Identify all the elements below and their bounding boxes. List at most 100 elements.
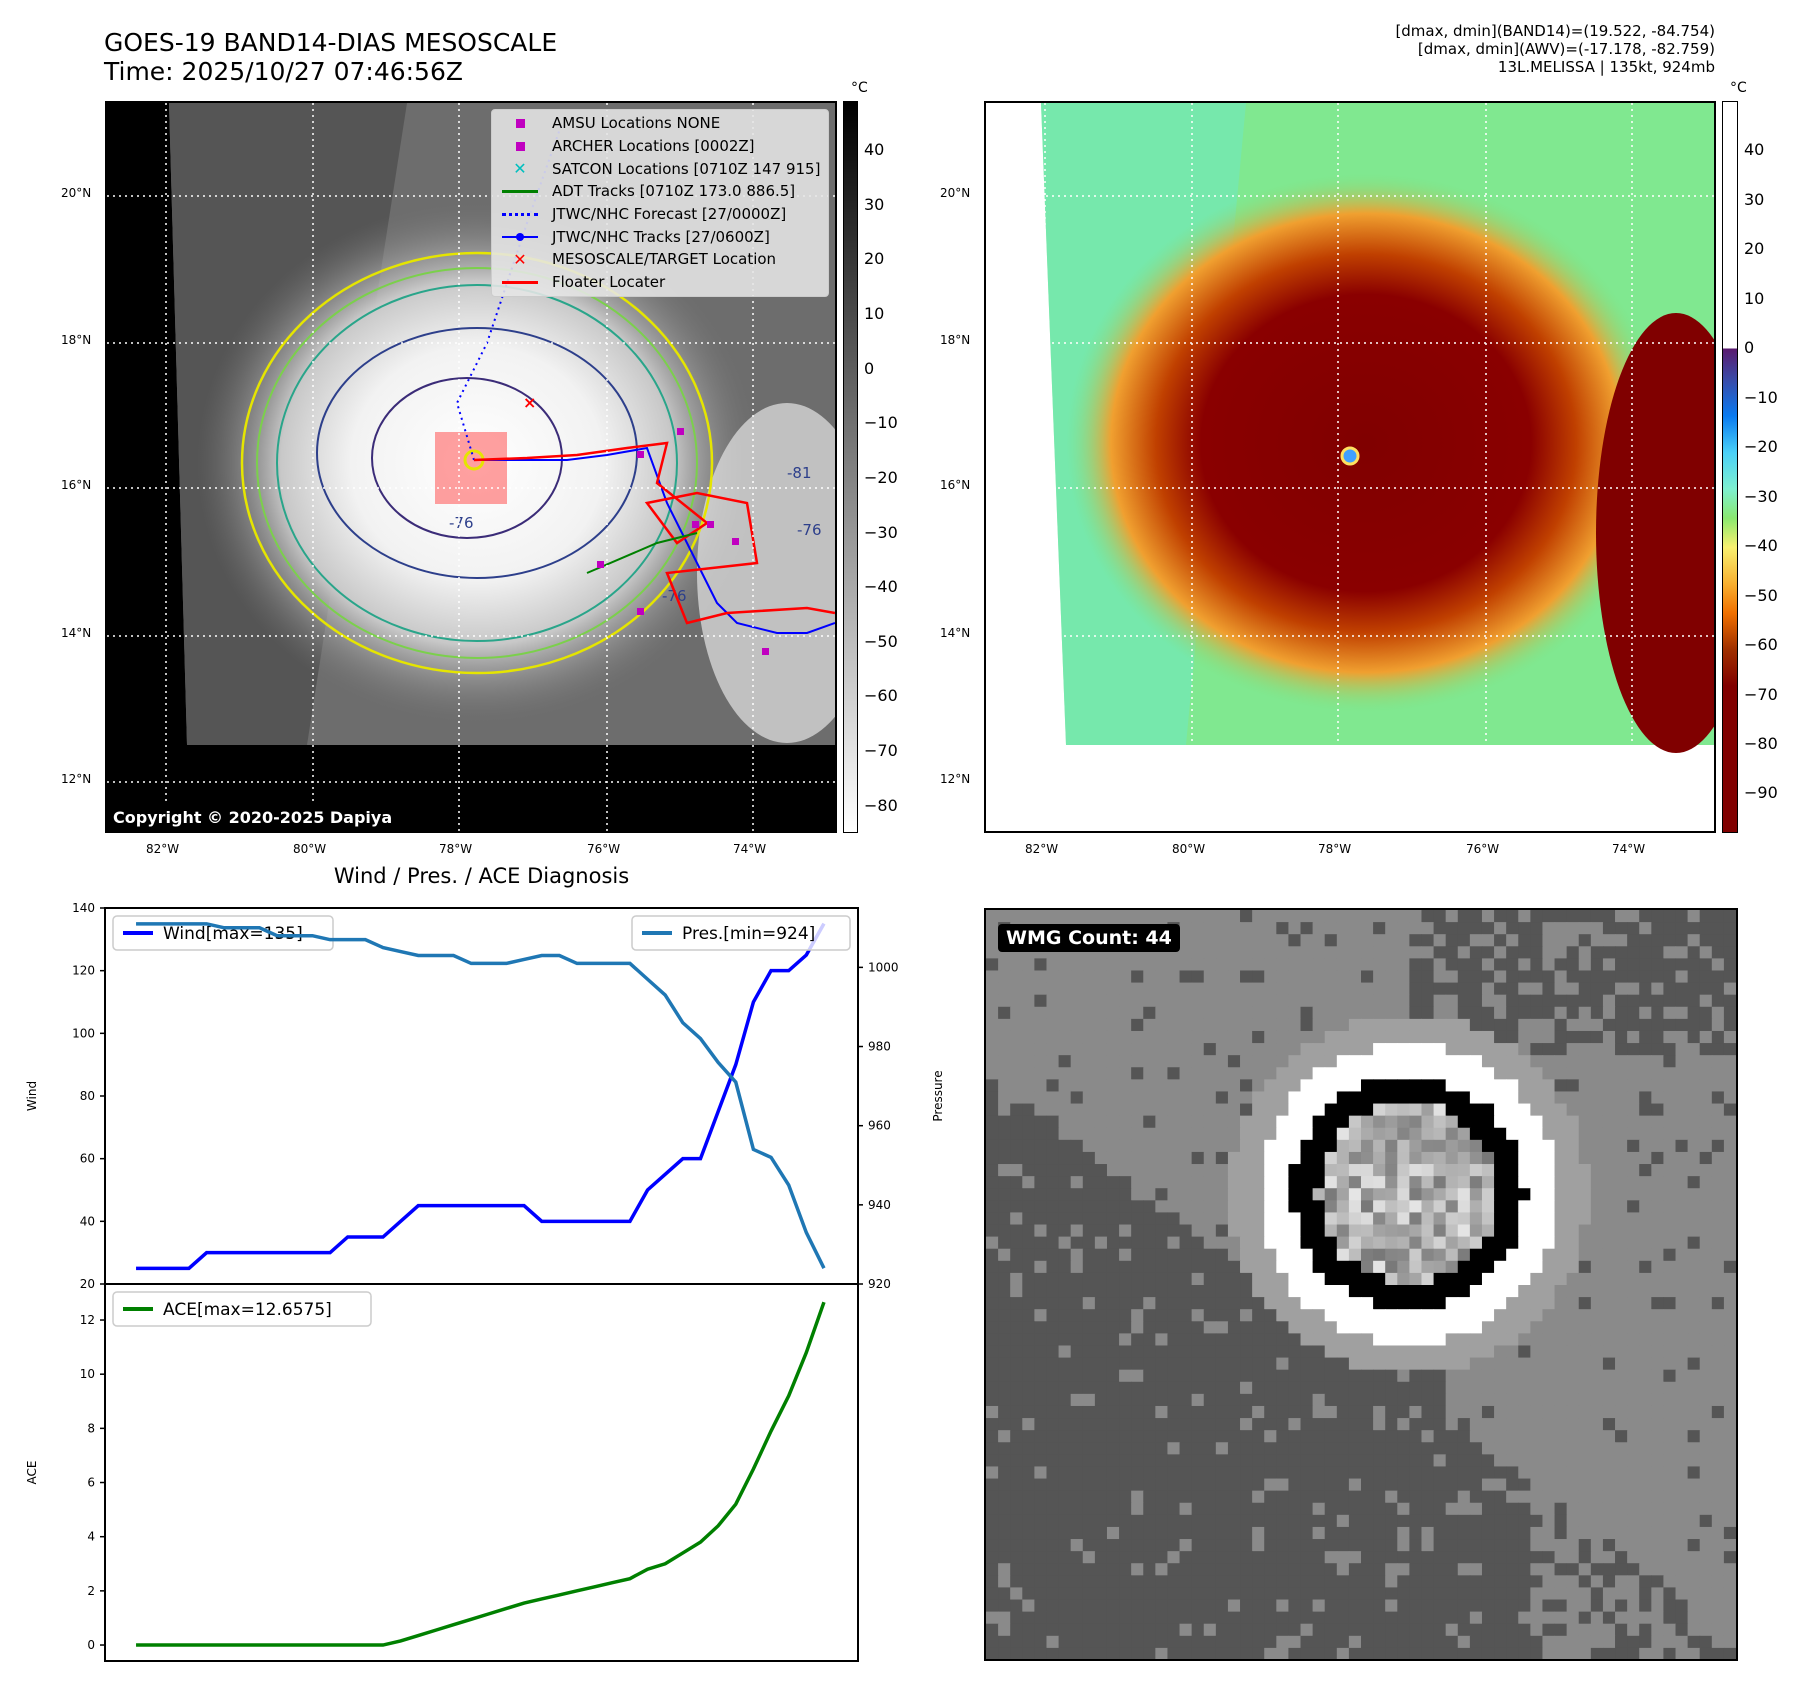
colorbar-tick-label: −20 [1744,437,1778,457]
colorbar-tick-label: −20 [864,467,898,487]
colorbar-tick-label: −50 [1744,585,1778,605]
legend-item: JTWC/NHC Tracks [27/0600Z] [492,225,828,248]
colorbar-tick-label: −60 [1744,635,1778,655]
lat-tick-label: 12°N [940,772,971,786]
legend-item: ✕ SATCON Locations [0710Z 147 915] [492,157,828,180]
colorbar-tick-label: 0 [864,358,875,378]
colorbar-tick-label: −30 [864,522,898,542]
lon-tick-label: 74°W [1612,842,1646,856]
gray-colorbar-unit: °C [851,80,868,96]
y-tick-label: 20 [80,1277,95,1291]
y2-tick-label: 960 [868,1119,891,1133]
ir-gray-map: -76 -81 -76 -76 × AMSU Locations NONE ARC… [105,101,837,833]
figure-title: GOES-19 BAND14-DIAS MESOSCALE [104,28,558,57]
legend-label: Wind[max=135] [163,924,303,944]
y2-tick-label: 920 [868,1277,891,1291]
chart-title: Wind / Pres. / ACE Diagnosis [333,864,630,888]
y-tick-label: 0 [87,1638,95,1652]
gray-colorbar [843,101,858,833]
y-tick-label: 2 [87,1584,95,1598]
colorbar-tick-label: 20 [864,249,885,269]
y-tick-label: 10 [80,1367,95,1381]
lon-tick-label: 82°W [1025,842,1059,856]
copyright-text: Copyright © 2020-2025 Dapiya [107,804,399,831]
colorbar-tick-label: −70 [864,741,898,761]
colorbar-tick-label: −40 [864,577,898,597]
info-block: [dmax, dmin](BAND14)=(19.522, -84.754) [… [1015,22,1715,76]
series-line-left [136,922,826,1271]
colorbar-tick-label: 40 [864,140,885,160]
target-marker: × [523,393,536,412]
colorbar-tick-label: 30 [1744,189,1765,209]
y-tick-label: 60 [80,1152,95,1166]
y-tick-label: 100 [72,1026,95,1040]
adt-track [586,532,698,574]
lon-tick-label: 78°W [1318,842,1352,856]
info-storm: 13L.MELISSA | 135kt, 924mb [1497,58,1715,76]
lon-tick-label: 80°W [1172,842,1206,856]
legend-label: MESOSCALE/TARGET Location [552,250,777,269]
diagnosis-chart: 20406080100120140Wind9209409609801000Pre… [25,901,945,1662]
color-colorbar [1722,101,1738,833]
legend-item: Floater Locater [492,271,828,294]
wmg-image [986,910,1736,1659]
legend-box [631,915,851,951]
legend-label: ACE[max=12.6575] [163,1300,332,1320]
y-tick-label: 6 [87,1476,95,1490]
colorbar-tick-label: −30 [1744,486,1778,506]
legend-label: ARCHER Locations [0002Z] [552,137,755,156]
colorbar-tick-label: −50 [864,631,898,651]
wmg-count-badge: WMG Count: 44 [998,924,1180,952]
plot-frame [104,1283,859,1662]
legend-label: JTWC/NHC Forecast [27/0000Z] [552,205,787,224]
y-tick-label: 140 [72,901,95,915]
lat-tick-label: 12°N [61,772,92,786]
colorbar-tick-label: −40 [1744,536,1778,556]
legend-box [112,1291,372,1327]
colorbar-tick-label: 0 [1744,338,1755,358]
lat-tick-label: 14°N [940,626,971,640]
y-tick-label: 8 [87,1421,95,1435]
y-tick-label: 80 [80,1089,95,1103]
legend-symbol-icon [500,141,540,151]
legend-item: ✕ MESOSCALE/TARGET Location [492,248,828,271]
lat-tick-label: 18°N [940,333,971,347]
y-tick-label: 120 [72,964,95,978]
lat-tick-label: 20°N [61,186,92,200]
lat-tick-label: 18°N [61,333,92,347]
colorbar-tick-label: 20 [1744,239,1765,259]
colorbar-tick-label: −80 [864,795,898,815]
wmg-panel: WMG Count: 44 [984,908,1738,1661]
colorbar-tick-label: −80 [1744,733,1778,753]
lon-tick-label: 76°W [587,842,621,856]
legend-symbol-icon [500,280,540,284]
y-tick-label: 40 [80,1214,95,1228]
series-line-left [136,1301,826,1647]
colorbar-tick-label: 40 [1744,140,1765,160]
legend-symbol-icon [500,232,540,241]
legend-label: Pres.[min=924] [682,924,815,944]
color-colorbar-unit: °C [1730,80,1747,96]
legend-label: JTWC/NHC Tracks [27/0600Z] [552,227,770,246]
colorbar-tick-label: −60 [864,686,898,706]
colorbar-tick-label: −10 [1744,387,1778,407]
info-awv: [dmax, dmin](AWV)=(-17.178, -82.759) [1417,40,1715,58]
legend-label: Floater Locater [552,273,666,292]
lon-tick-label: 82°W [146,842,180,856]
lat-tick-label: 16°N [61,478,92,492]
lat-tick-label: 14°N [61,626,92,640]
legend-item: ARCHER Locations [0002Z] [492,135,828,158]
legend-symbol-icon [500,212,540,216]
ir-color-map [984,101,1716,833]
colorbar-tick-label: −70 [1744,684,1778,704]
legend-symbol-icon [500,118,540,128]
contour-label: -76 [449,514,474,532]
y-axis-label: Wind [25,1081,39,1111]
figure-time: Time: 2025/10/27 07:46:56Z [104,57,463,86]
lat-tick-label: 16°N [940,478,971,492]
y-axis-label: ACE [25,1461,39,1485]
legend-symbol-icon [500,189,540,193]
y2-tick-label: 940 [868,1198,891,1212]
colorbar-tick-label: −10 [864,413,898,433]
legend-symbol-icon: ✕ [513,249,527,269]
